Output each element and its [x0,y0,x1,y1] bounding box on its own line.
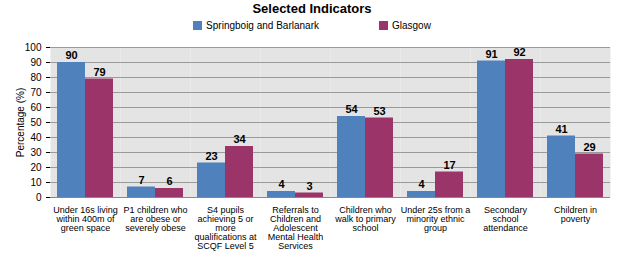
svg-text:80: 80 [30,72,42,83]
svg-text:4: 4 [418,178,425,190]
svg-text:50: 50 [30,117,42,128]
html-text:Selected Indicators: Selected Indicators [252,1,372,16]
svg-text:23: 23 [205,150,217,162]
svg-text:7: 7 [138,174,144,186]
svg-text:40: 40 [30,132,42,143]
svg-text:30: 30 [30,147,42,158]
svg-text:34: 34 [233,133,246,145]
svg-text:6: 6 [166,175,172,187]
svg-text:P1 children whoare obese orsev: P1 children whoare obese orseverely obes… [123,205,187,233]
svg-text:17: 17 [443,159,455,171]
svg-text:Under 16s livingwithin 400m of: Under 16s livingwithin 400m ofgreen spac… [53,205,118,233]
svg-text:0: 0 [36,192,42,203]
svg-text:3: 3 [306,180,312,192]
svg-text:90: 90 [30,57,42,68]
svg-text:4: 4 [278,178,285,190]
svg-text:10: 10 [30,177,42,188]
svg-text:S4 pupilsachieving 5 ormorequa: S4 pupilsachieving 5 ormorequalification… [194,205,257,251]
svg-text:20: 20 [30,162,42,173]
svg-text:Children inpoverty: Children inpoverty [554,205,597,224]
svg-text:Secondaryschoolattendance: Secondaryschoolattendance [483,205,528,233]
svg-text:53: 53 [373,105,385,117]
svg-text:70: 70 [30,87,42,98]
svg-text:100: 100 [25,42,42,53]
svg-text:91: 91 [485,48,497,60]
svg-text:92: 92 [513,46,525,58]
svg-text:Children whowalk to primarysch: Children whowalk to primaryschool [334,205,396,233]
svg-text:29: 29 [583,141,595,153]
svg-text:60: 60 [30,102,42,113]
svg-text:54: 54 [345,103,358,115]
svg-text:90: 90 [65,49,77,61]
html-text:Glasgow: Glasgow [392,20,431,31]
svg-text:Under 25s from aminority ethni: Under 25s from aminority ethnicgroup [401,205,471,233]
svg-text:79: 79 [93,66,105,78]
svg-text:Referrals toChildren andAdoles: Referrals toChildren andAdolescentMental… [268,205,324,251]
svg-text:41: 41 [555,123,567,135]
html-text:Springboig and Barlanark: Springboig and Barlanark [206,20,319,31]
svg-text:Percentage (%): Percentage (%) [15,88,26,157]
